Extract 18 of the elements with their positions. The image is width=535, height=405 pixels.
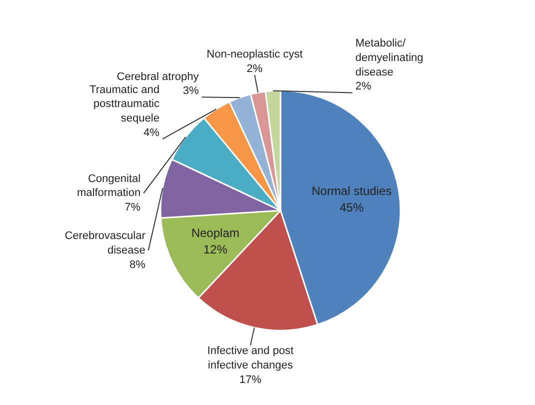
data-label: 17% [239, 374, 262, 386]
data-label: 2% [246, 62, 263, 75]
slice-label: Normal studies [312, 184, 392, 198]
data-label: 2% [355, 80, 372, 93]
slice-label: Cerebral atrophy [116, 70, 200, 83]
data-label: 12% [203, 242, 228, 257]
data-label: 3% [182, 85, 199, 98]
slice-label: Traumatic and posttraumatic sequele [90, 84, 160, 125]
slice-label: Congenital malformation [77, 172, 141, 200]
slice-label: Infective and post infective changes [207, 345, 294, 372]
data-label: 45% [340, 200, 364, 215]
slice-label: Metabolic/ demyelinating disease [355, 38, 424, 78]
slice-label: Non-neoplastic cyst [206, 48, 303, 61]
data-label: 4% [144, 127, 160, 140]
slice-label: Cerebrovascular disease [64, 230, 146, 256]
data-label: 8% [129, 258, 146, 271]
slice-label: Neoplam [191, 226, 240, 240]
data-label: 7% [124, 202, 141, 214]
